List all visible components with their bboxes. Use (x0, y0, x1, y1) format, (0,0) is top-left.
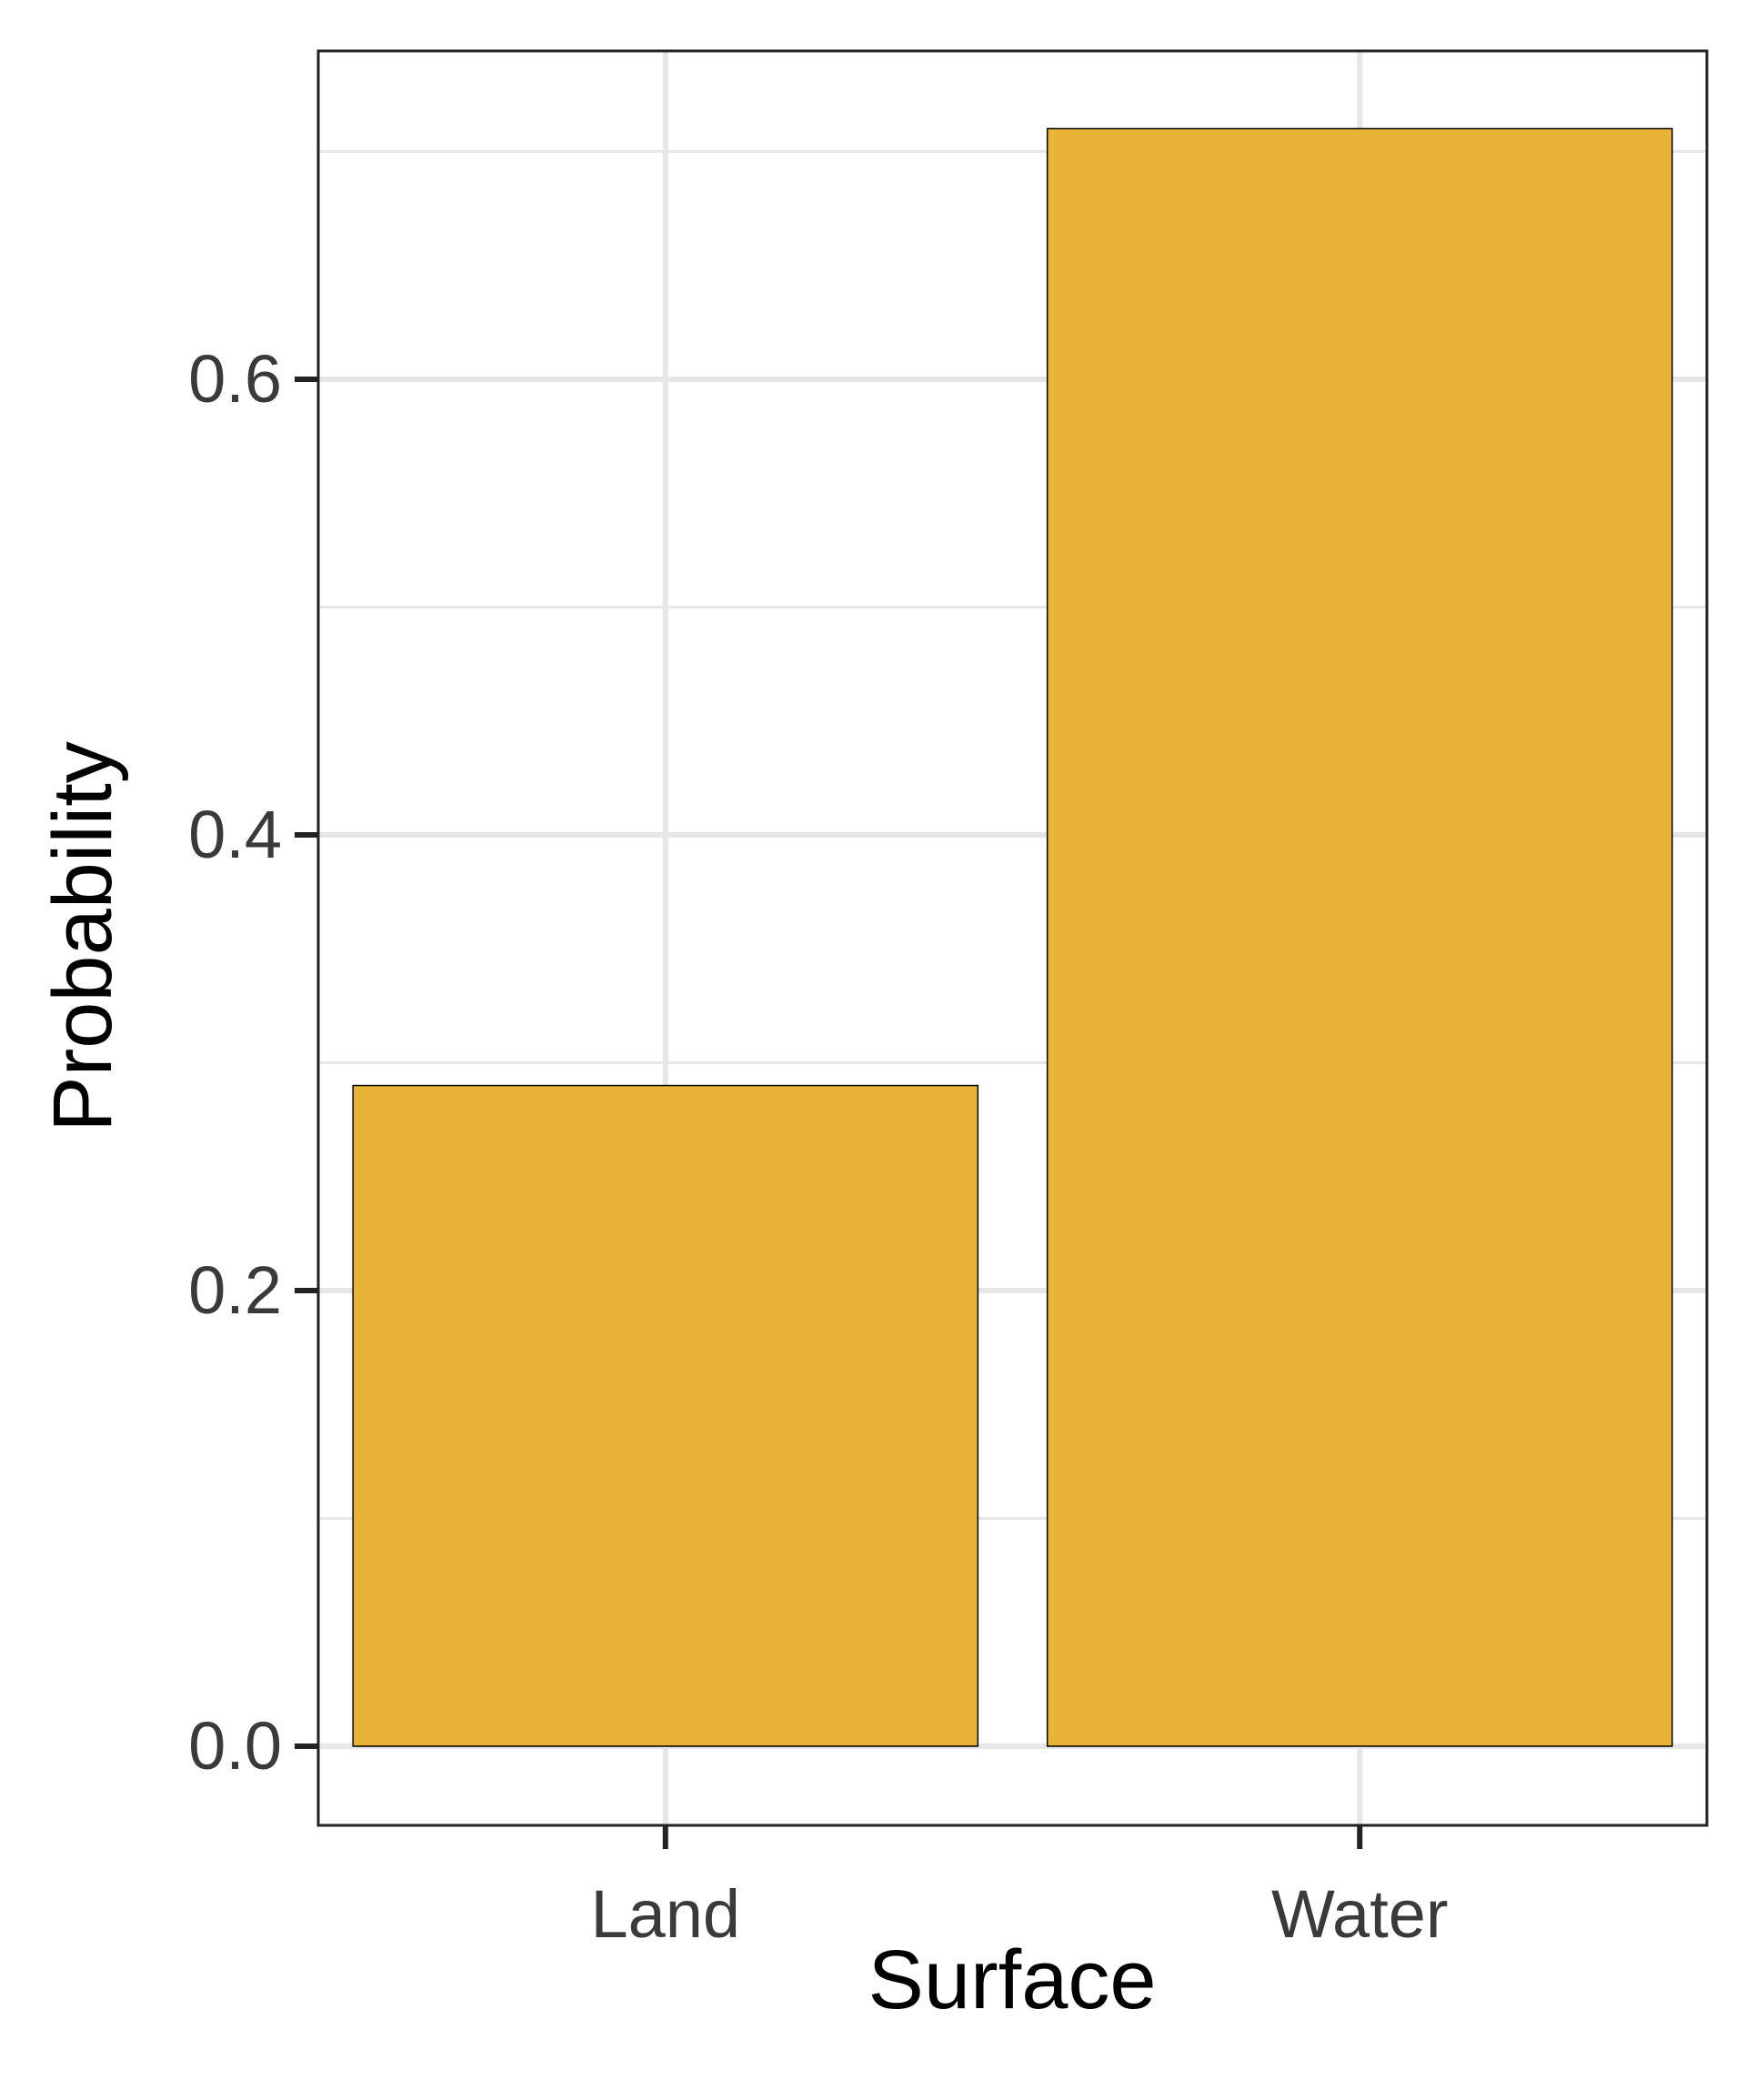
x-tick-label: Land (590, 1876, 740, 1952)
y-tick-label: 0.4 (188, 797, 282, 872)
bar-water (1046, 127, 1673, 1747)
x-axis-title: Surface (868, 1934, 1156, 2026)
tick-labels: 0.0 0.2 0.4 0.6 Land Water (188, 341, 1448, 1952)
bars (352, 127, 1673, 1747)
plot-panel-border (316, 49, 1709, 1827)
y-axis-title: Probability (36, 741, 129, 1132)
y-tick-label: 0.2 (188, 1252, 282, 1328)
axis-ticks (295, 377, 1363, 1849)
y-tick-label: 0.0 (188, 1708, 282, 1783)
x-tick-label: Water (1271, 1876, 1449, 1952)
bar-land (352, 1084, 979, 1747)
y-tick-label: 0.6 (188, 341, 282, 417)
